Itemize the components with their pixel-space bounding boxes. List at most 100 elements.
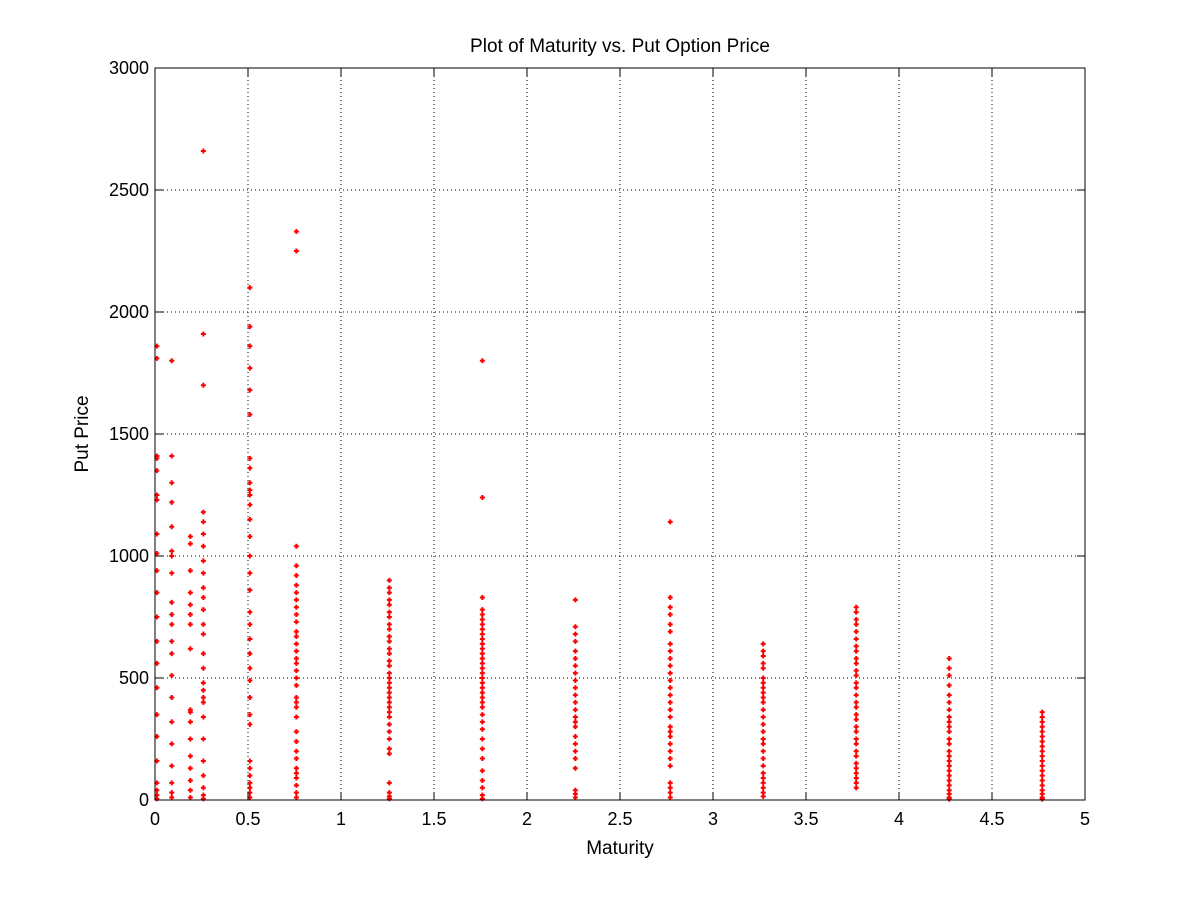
- x-tick-label: 3: [708, 809, 718, 829]
- data-point: [169, 612, 175, 618]
- data-point: [853, 655, 859, 661]
- data-point: [853, 616, 859, 622]
- data-point: [293, 597, 299, 603]
- data-point: [247, 285, 253, 291]
- data-point: [200, 631, 206, 637]
- data-point: [572, 663, 578, 669]
- data-point: [667, 714, 673, 720]
- data-point: [853, 636, 859, 642]
- y-axis-title: Put Price: [72, 395, 93, 472]
- data-point: [293, 775, 299, 781]
- x-tick-label: 0.5: [235, 809, 260, 829]
- data-point: [572, 734, 578, 740]
- data-point: [169, 548, 175, 554]
- data-point: [760, 707, 766, 713]
- data-point: [293, 648, 299, 654]
- data-point: [853, 643, 859, 649]
- data-point: [187, 753, 193, 759]
- data-point: [386, 577, 392, 583]
- data-point: [247, 621, 253, 627]
- data-point: [572, 638, 578, 644]
- data-point: [479, 726, 485, 732]
- data-point: [247, 609, 253, 615]
- data-point: [572, 631, 578, 637]
- data-point: [853, 668, 859, 674]
- data-point: [479, 675, 485, 681]
- data-point: [946, 729, 952, 735]
- data-point: [293, 590, 299, 596]
- data-point: [667, 594, 673, 600]
- data-point: [479, 358, 485, 364]
- data-point: [1039, 724, 1045, 730]
- x-tick-label: 3.5: [793, 809, 818, 829]
- data-point: [760, 699, 766, 705]
- data-point: [187, 541, 193, 547]
- data-point: [169, 673, 175, 679]
- data-point: [293, 655, 299, 661]
- data-point: [247, 502, 253, 508]
- data-point: [200, 699, 206, 705]
- data-point: [169, 790, 175, 796]
- data-point: [247, 785, 253, 791]
- data-point: [760, 690, 766, 696]
- data-point: [853, 680, 859, 686]
- data-point: [386, 651, 392, 657]
- data-point: [247, 387, 253, 393]
- data-point: [946, 782, 952, 788]
- x-tick-label: 1.5: [421, 809, 446, 829]
- data-point: [187, 795, 193, 801]
- axis-ticks: [154, 67, 1086, 801]
- x-tick-labels: 0 0.5 1 1.5 2 2.5 3 3.5 4 4.5 5: [150, 809, 1090, 829]
- data-point: [169, 741, 175, 747]
- data-point: [572, 756, 578, 762]
- data-point: [760, 653, 766, 659]
- data-point: [946, 655, 952, 661]
- data-point: [200, 148, 206, 154]
- data-point: [479, 646, 485, 652]
- data-point: [667, 677, 673, 683]
- data-point: [853, 724, 859, 730]
- data-point: [479, 680, 485, 686]
- data-point: [293, 790, 299, 796]
- data-point: [479, 785, 485, 791]
- x-tick-label: 5: [1080, 809, 1090, 829]
- data-point: [386, 699, 392, 705]
- data-point: [853, 609, 859, 615]
- data-point: [667, 685, 673, 691]
- data-point: [200, 585, 206, 591]
- data-point: [760, 685, 766, 691]
- data-point: [187, 719, 193, 725]
- data-point: [293, 714, 299, 720]
- data-point: [293, 248, 299, 254]
- data-point: [760, 793, 766, 799]
- data-point: [946, 692, 952, 698]
- data-point: [293, 629, 299, 635]
- data-point: [853, 753, 859, 759]
- data-point: [667, 519, 673, 525]
- data-point: [946, 796, 952, 802]
- data-point: [667, 663, 673, 669]
- data-point: [187, 709, 193, 715]
- data-point: [853, 629, 859, 635]
- x-tick-label: 2: [522, 809, 532, 829]
- data-point: [386, 675, 392, 681]
- data-point: [572, 685, 578, 691]
- data-point: [853, 716, 859, 722]
- data-point: [1039, 729, 1045, 735]
- data-point: [572, 707, 578, 713]
- data-point: [1039, 763, 1045, 769]
- data-point: [760, 680, 766, 686]
- data-point: [479, 636, 485, 642]
- data-point: [293, 543, 299, 549]
- data-point: [200, 687, 206, 693]
- data-point: [760, 660, 766, 666]
- data-point: [667, 655, 673, 661]
- data-point: [760, 763, 766, 769]
- x-tick-label: 1: [336, 809, 346, 829]
- data-point: [386, 585, 392, 591]
- data-point: [386, 638, 392, 644]
- y-tick-label: 3000: [109, 58, 149, 78]
- data-point: [1039, 734, 1045, 740]
- data-point: [247, 365, 253, 371]
- data-point: [760, 729, 766, 735]
